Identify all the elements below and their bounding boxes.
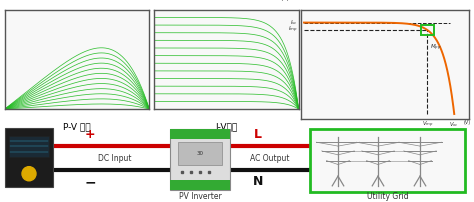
Bar: [310, 129, 465, 192]
Text: PV Inverter: PV Inverter: [179, 193, 221, 201]
Text: +: +: [85, 128, 95, 141]
Text: (A): (A): [281, 0, 290, 1]
Text: 30: 30: [197, 151, 203, 156]
Text: AC Output: AC Output: [250, 154, 290, 163]
Bar: [5, 128, 53, 187]
Bar: [170, 129, 230, 190]
Text: $M_{pp}$: $M_{pp}$: [430, 42, 442, 53]
Text: DC Input: DC Input: [98, 154, 132, 163]
Text: SAS模式: SAS模式: [371, 145, 400, 154]
Text: Voltage: Voltage: [333, 132, 354, 137]
Text: −: −: [84, 176, 96, 190]
Text: (V): (V): [463, 120, 470, 125]
Text: L: L: [254, 128, 262, 141]
Bar: [421, 25, 434, 35]
Text: $I_{mp}$: $I_{mp}$: [288, 25, 298, 35]
Text: Utility Grid: Utility Grid: [367, 193, 408, 201]
Bar: [170, 129, 230, 139]
Text: $V_{mp}$: $V_{mp}$: [421, 120, 433, 130]
Bar: [178, 142, 222, 165]
Text: $I_{sc}$: $I_{sc}$: [290, 18, 298, 27]
Text: $V_{oc}$: $V_{oc}$: [449, 120, 459, 129]
Text: I-V曲线: I-V曲线: [215, 122, 237, 131]
Bar: [170, 180, 230, 190]
Bar: [9, 136, 49, 157]
Text: P-V 曲线: P-V 曲线: [63, 122, 91, 131]
Circle shape: [22, 167, 36, 181]
Text: N: N: [253, 175, 263, 188]
